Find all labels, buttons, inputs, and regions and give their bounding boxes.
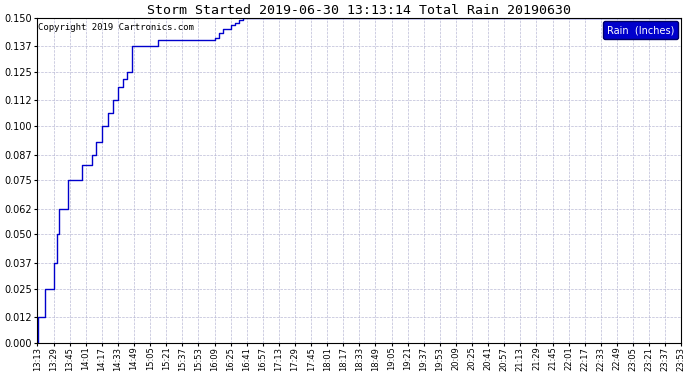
Legend: Rain  (Inches): Rain (Inches) bbox=[603, 21, 678, 39]
Title: Storm Started 2019-06-30 13:13:14 Total Rain 20190630: Storm Started 2019-06-30 13:13:14 Total … bbox=[148, 4, 571, 17]
Text: Copyright 2019 Cartronics.com: Copyright 2019 Cartronics.com bbox=[38, 23, 194, 32]
